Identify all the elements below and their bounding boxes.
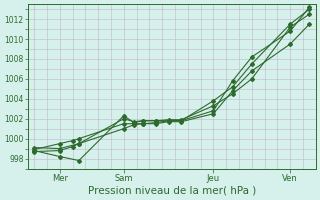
X-axis label: Pression niveau de la mer( hPa ): Pression niveau de la mer( hPa )	[88, 186, 256, 196]
